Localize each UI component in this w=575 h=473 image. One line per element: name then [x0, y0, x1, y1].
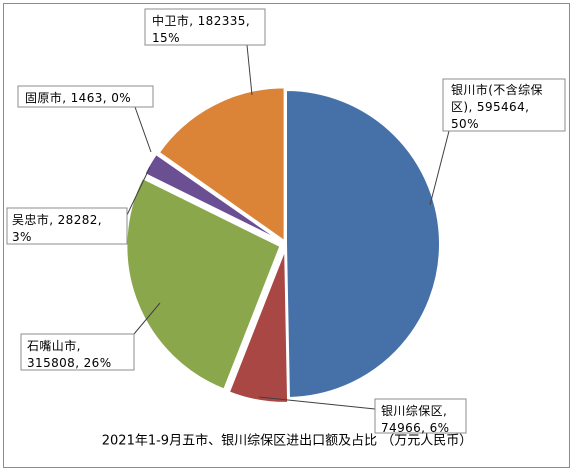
pie-slice-5 — [157, 86, 286, 243]
callout-box-3 — [6, 207, 128, 245]
data-label-5-line-1: 15% — [152, 31, 180, 45]
data-label-2-line-1: 315808, 26% — [27, 356, 112, 370]
leader-line-5 — [246, 44, 253, 96]
callout-box-4 — [17, 85, 154, 108]
data-label-1-line-1: 74966, 6% — [381, 421, 449, 435]
data-label-3-line-0: 吴忠市, 28282, — [12, 212, 102, 227]
data-label-0-line-1: 区), 595464, — [451, 100, 529, 114]
callout-box-0 — [442, 78, 566, 132]
data-label-2-line-0: 石嘴山市, — [27, 338, 81, 353]
callout-box-5 — [144, 8, 266, 46]
leader-line-4 — [134, 106, 152, 153]
callout-box-2 — [20, 333, 135, 371]
data-label-0-line-0: 银川市(不含综保 — [451, 82, 543, 97]
leader-line-2 — [133, 302, 161, 335]
data-label-3-line-1: 3% — [12, 230, 32, 244]
data-label-5-line-0: 中卫市, 182335, — [152, 13, 250, 28]
leader-line-0 — [429, 130, 450, 206]
pie-slice-0 — [285, 89, 441, 399]
pie-slice-4 — [155, 151, 284, 243]
pie-slice-1 — [227, 247, 290, 404]
chart-title: 2021年1-9月五市、银川综保区进出口额及占比 （万元人民币） — [102, 433, 472, 449]
leader-line-3 — [126, 166, 151, 216]
data-label-4-line-0: 固原市, 1463, 0% — [25, 90, 131, 105]
data-label-1-line-0: 银川综保区, — [381, 404, 447, 418]
callout-box-1 — [374, 398, 467, 434]
data-label-0-line-2: 50% — [451, 117, 479, 131]
leader-line-1 — [258, 396, 376, 410]
